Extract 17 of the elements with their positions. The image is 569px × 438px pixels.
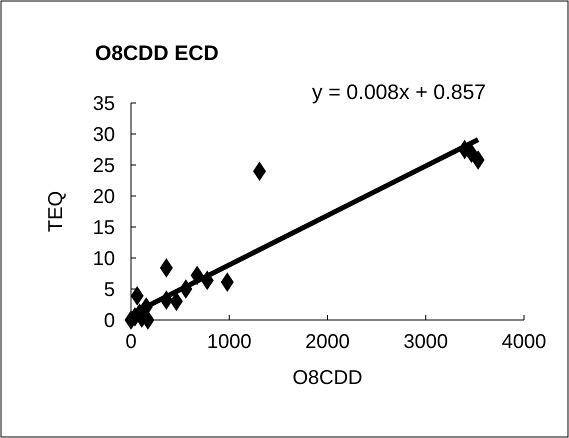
y-tick-label: 20 [92,186,115,208]
x-axis-title: O8CDD [292,367,363,389]
x-tick-label: 4000 [502,331,546,353]
y-tick-label: 10 [92,248,115,270]
x-tick-label: 3000 [404,331,448,353]
x-tick-label: 1000 [207,331,252,353]
y-tick-label: 0 [104,310,115,332]
x-tick-label: 2000 [305,331,350,353]
y-tick-label: 35 [92,93,115,115]
y-tick-label: 15 [92,217,115,239]
y-tick-label: 25 [92,155,115,177]
x-tick-label: 0 [125,331,137,353]
annotation: y = 0.008x + 0.857 [312,81,486,104]
y-tick-label: 30 [92,124,115,146]
chart-title: O8CDD ECD [95,42,219,65]
y-axis-title: TEQ [45,190,67,232]
y-tick-label: 5 [104,279,115,301]
